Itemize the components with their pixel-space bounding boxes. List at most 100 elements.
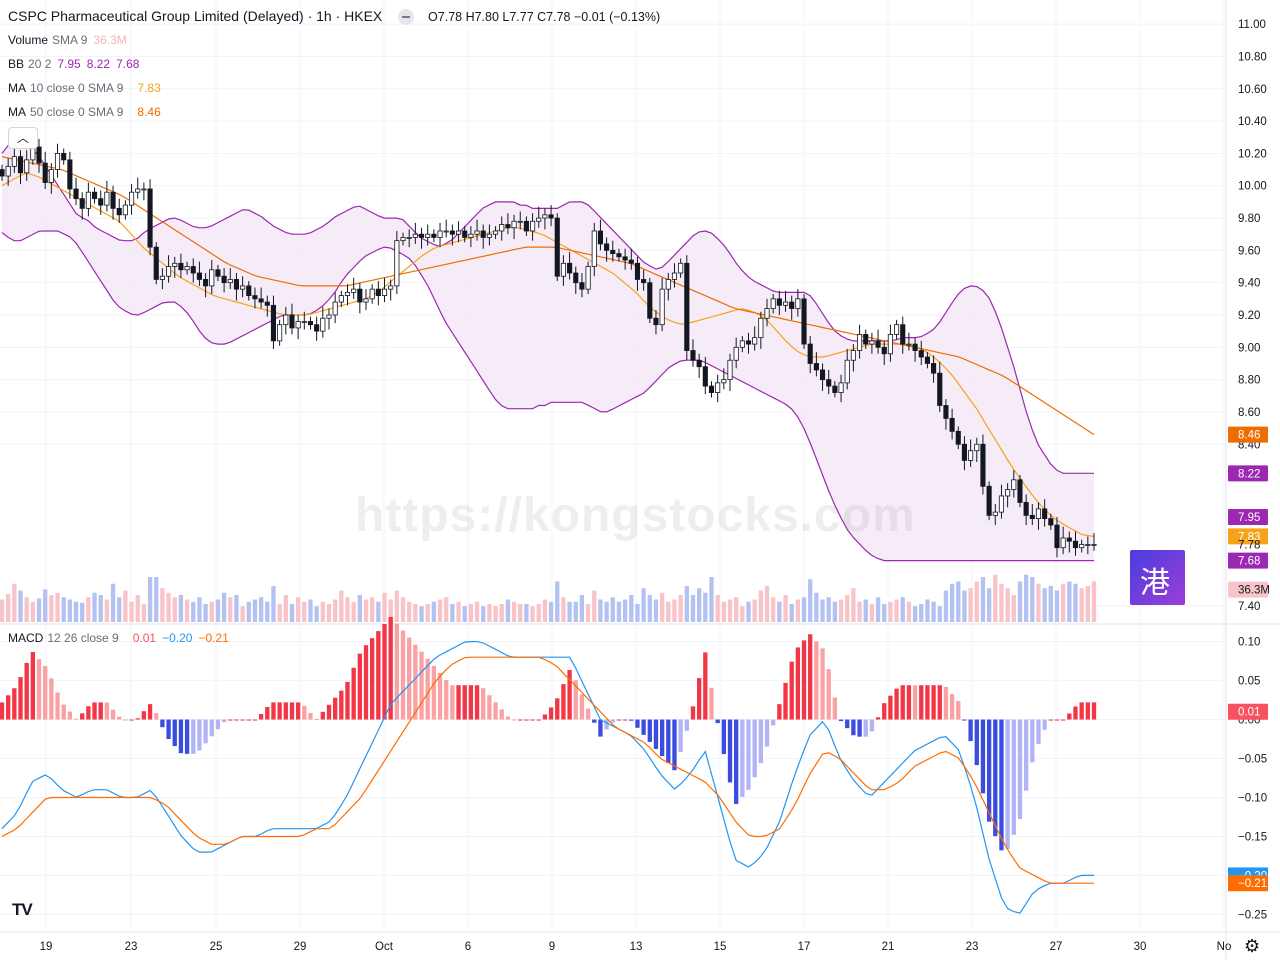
legend-volume[interactable]: Volume SMA 9 36.3M	[8, 33, 127, 47]
volume-bar	[709, 577, 714, 622]
volume-bar	[925, 599, 930, 622]
volume-bar	[1060, 583, 1066, 622]
candle-body	[264, 301, 270, 306]
macd-hist-bar	[826, 669, 831, 720]
macd-hist-bar	[252, 719, 258, 721]
macd-axis-label: −0.15	[1238, 831, 1267, 843]
macd-hist-bar	[73, 718, 79, 720]
macd-axis-label: 0.05	[1238, 676, 1260, 688]
bb-upper-line	[1, 139, 1094, 474]
legend-bb-upper: 8.22	[86, 57, 111, 71]
macd-axis-label: −0.05	[1238, 754, 1267, 766]
candle-body	[647, 282, 653, 319]
price-axis-label: 11.00	[1238, 19, 1266, 31]
candle-body	[320, 317, 326, 332]
volume-bar	[956, 581, 961, 622]
macd-hist-bar	[869, 719, 875, 732]
macd-hist-bar	[61, 704, 66, 720]
volume-bar	[573, 601, 578, 622]
volume-bar	[734, 597, 739, 622]
macd-hist-bar	[67, 711, 73, 720]
volume-bar	[869, 604, 875, 622]
volume-bar	[653, 599, 659, 622]
candle-body	[789, 301, 795, 309]
macd-hist-bar	[1060, 719, 1066, 721]
candle-body	[894, 324, 900, 335]
candle-body	[745, 340, 752, 345]
price-axis-label: 9.40	[1238, 278, 1260, 290]
legend-bb-name: BB	[8, 57, 25, 71]
candle-body	[690, 350, 696, 361]
candle-body	[388, 285, 394, 290]
macd-hist-bar	[943, 686, 949, 720]
macd-hist-bar	[567, 670, 572, 720]
volume-bar	[178, 595, 184, 622]
price-axis-label: 9.60	[1238, 245, 1260, 257]
symbol-header[interactable]: CSPC Pharmaceutical Group Limited (Delay…	[8, 8, 660, 26]
price-axis-label: 10.60	[1238, 84, 1267, 96]
candle-body	[641, 279, 647, 284]
candle-body	[801, 298, 807, 345]
volume-bar	[493, 606, 498, 622]
legend-bb[interactable]: BB 20 2 7.95 8.22 7.68	[8, 57, 139, 71]
candle-body	[98, 198, 104, 206]
candle-body	[178, 262, 184, 271]
price-tag	[1228, 508, 1268, 525]
candle-body	[91, 191, 98, 200]
status-dot-icon	[398, 9, 415, 26]
macd-hist-bar	[1054, 719, 1060, 721]
volume-bar	[49, 595, 54, 622]
candle-body	[85, 191, 91, 209]
time-axis-label: 17	[798, 941, 811, 953]
candle-body	[1048, 518, 1054, 526]
time-axis-label: 21	[882, 941, 895, 953]
macd-hist-bar	[696, 678, 702, 720]
volume-bar	[302, 601, 307, 622]
brand-badge: 港	[1130, 550, 1185, 605]
macd-hist-bar	[1017, 719, 1023, 819]
macd-hist-bar	[326, 704, 332, 720]
macd-hist-bar	[912, 685, 918, 720]
volume-bar	[240, 606, 245, 622]
candle-body	[314, 324, 320, 332]
volume-bar	[863, 599, 868, 622]
candle-body	[116, 207, 122, 216]
candle-body	[1091, 544, 1097, 546]
candle-body	[727, 359, 733, 381]
candle-body	[875, 340, 881, 348]
macd-hist-bar	[24, 662, 29, 720]
symbol-title[interactable]: CSPC Pharmaceutical Group Limited (Delay…	[8, 8, 383, 24]
volume-bar	[684, 586, 689, 622]
macd-hist-bar	[1042, 719, 1047, 730]
macd-hist-bar	[209, 719, 214, 737]
legend-ma10[interactable]: MA 10 close 0 SMA 9 7.83	[8, 81, 161, 95]
candle-body	[431, 233, 437, 238]
volume-bar	[172, 597, 177, 622]
collapse-legend-button[interactable]: ︿	[8, 127, 38, 149]
macd-hist-bar	[499, 709, 504, 720]
legend-volume-value: 36.3M	[93, 33, 127, 47]
macd-hist-bar	[0, 702, 5, 720]
volume-bar	[993, 574, 998, 622]
volume-bar	[641, 588, 646, 622]
macd-hist-bar	[197, 719, 202, 751]
macd-hist-bar	[36, 659, 42, 720]
candle-body	[147, 188, 153, 248]
gear-icon[interactable]: ⚙	[1244, 936, 1261, 956]
macd-hist-bar	[511, 719, 517, 721]
volume-bar	[598, 599, 603, 622]
volume-bar	[141, 604, 147, 622]
legend-ma50[interactable]: MA 50 close 0 SMA 9 8.46	[8, 105, 161, 119]
macd-hist-bar	[184, 719, 190, 754]
macd-hist-bar	[258, 714, 264, 720]
tradingview-logo[interactable]: TV	[12, 900, 33, 919]
macd-hist-bar	[925, 685, 930, 720]
volume-bar	[900, 597, 905, 622]
volume-bar	[407, 601, 412, 622]
time-axis-label: 19	[40, 941, 53, 953]
legend-macd[interactable]: MACD 12 26 close 9 0.01 −0.20 −0.21	[8, 631, 229, 645]
candle-body	[184, 266, 190, 271]
macd-hist-bar	[703, 652, 708, 720]
volume-bar	[771, 597, 776, 622]
